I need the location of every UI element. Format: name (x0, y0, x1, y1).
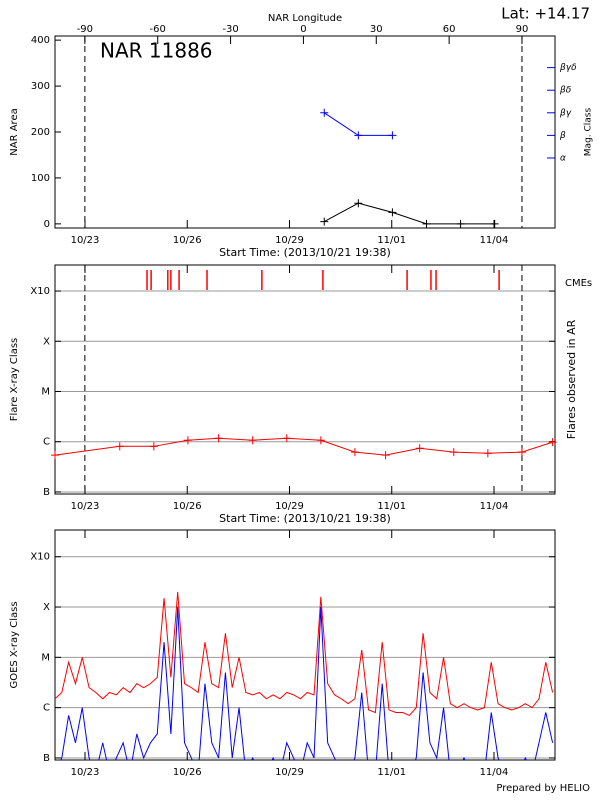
y2-tick-label: α (560, 153, 566, 163)
x-tick-label: 11/01 (377, 235, 406, 246)
marker (422, 219, 431, 228)
marker (354, 199, 363, 208)
series-group (55, 437, 553, 456)
marker (490, 219, 499, 228)
y-tick-label: X10 (30, 286, 50, 297)
x-tick-label: 11/04 (480, 767, 509, 778)
plot-frame (54, 529, 556, 761)
y-axis-label: GOES X-ray Class (9, 601, 20, 688)
plot-frame (54, 35, 556, 229)
y2-axis-label: Mag. Class (584, 107, 594, 156)
series-group (55, 591, 554, 760)
x2-tick-label: 0 (300, 24, 306, 35)
y-tick-label: X10 (30, 552, 50, 563)
marker (248, 436, 257, 445)
y-tick-label: M (41, 386, 50, 397)
event-legend: CMEs (565, 278, 592, 289)
marker (548, 438, 557, 447)
x-tick-label: 10/26 (173, 235, 202, 246)
x2-tick-label: 30 (370, 24, 383, 35)
y-tick-label: 400 (31, 35, 50, 46)
marker (316, 436, 325, 445)
x-tick-label: 10/29 (275, 501, 304, 512)
y-tick-label: B (43, 753, 50, 764)
series-line (60, 607, 554, 760)
marker (456, 219, 465, 228)
y-tick-label: M (41, 652, 50, 663)
marker (350, 448, 359, 457)
y2-tick-label: βγδ (559, 63, 577, 73)
y-tick-label: X (43, 336, 50, 347)
marker (449, 448, 458, 457)
marker (354, 131, 363, 140)
x-tick-label: 11/04 (480, 235, 509, 246)
panel: B C M X X10 10/23 10/26 10/29 11/01 11/04 GOES X-r… (9, 529, 556, 778)
marker (149, 442, 158, 451)
x2-tick-label: 60 (443, 24, 456, 35)
y-axis-label: NAR Area (9, 108, 20, 155)
y2-axis-label: Flares observed in AR (565, 319, 578, 439)
x-tick-label: 10/23 (71, 767, 100, 778)
marker (381, 451, 390, 460)
x-tick-label: 10/29 (275, 235, 304, 246)
y-tick-label: 200 (31, 127, 50, 138)
y-tick-label: C (43, 437, 50, 448)
x-tick-label: 11/01 (377, 501, 406, 512)
x-tick-label: 10/29 (275, 767, 304, 778)
plot-frame (54, 264, 556, 495)
series-line (55, 437, 553, 456)
x2-tick-label: -30 (222, 24, 238, 35)
marker (517, 448, 526, 457)
y2-tick-label: β (559, 131, 566, 141)
x-tick-label: 11/01 (377, 767, 406, 778)
marker (388, 131, 397, 140)
marker (115, 442, 124, 451)
x2-tick-label: -90 (77, 24, 93, 35)
annotation: Lat: +14.17 (501, 5, 590, 23)
x-axis-label: Start Time: (2013/10/21 19:38) (219, 512, 391, 525)
series-group (323, 112, 495, 225)
y-tick-label: 0 (44, 219, 50, 230)
y-tick-label: X (43, 602, 50, 613)
y-tick-label: 100 (31, 173, 50, 184)
marker (51, 451, 59, 460)
marker (214, 434, 223, 443)
series-line (55, 591, 554, 717)
x2-axis-label: NAR Longitude (268, 13, 342, 24)
y-axis-label: Flare X-ray Class (9, 338, 20, 422)
x-tick-label: 10/26 (173, 501, 202, 512)
marker (183, 436, 192, 445)
x-tick-label: 10/23 (71, 501, 100, 512)
x-tick-label: 11/04 (480, 501, 509, 512)
marker (320, 108, 329, 117)
marker (483, 449, 492, 458)
annotation: NAR 11886 (100, 39, 213, 63)
y2-tick-label: βδ (559, 86, 572, 96)
x-tick-label: 10/26 (173, 767, 202, 778)
footer: Prepared by HELIO (496, 783, 590, 794)
x2-tick-label: 90 (516, 24, 529, 35)
marker (388, 208, 397, 217)
marker (320, 217, 329, 226)
marker (415, 444, 424, 453)
marker (282, 434, 291, 443)
y-tick-label: C (43, 703, 50, 714)
x-axis-label: Start Time: (2013/10/21 19:38) (219, 246, 391, 259)
series-line (324, 202, 495, 225)
x-tick-label: 10/23 (71, 235, 100, 246)
x2-tick-label: -60 (150, 24, 166, 35)
y-tick-label: B (43, 487, 50, 498)
y-tick-label: 300 (31, 81, 50, 92)
panel: B C M X X10 10/23 10/26 10/29 11/01 11/04 Flare X-… (9, 264, 592, 525)
y2-tick-label: βγ (559, 108, 572, 118)
